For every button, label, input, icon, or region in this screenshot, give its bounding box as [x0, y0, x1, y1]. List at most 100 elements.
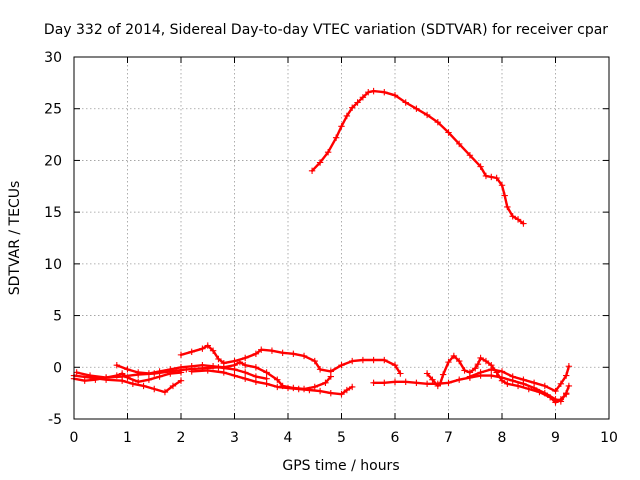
data-point — [466, 152, 474, 159]
data-point — [354, 99, 361, 106]
y-tick-label: 25 — [44, 102, 62, 118]
data-point — [493, 174, 500, 182]
data-point — [316, 366, 324, 373]
data-point — [413, 379, 420, 386]
data-point — [402, 99, 409, 106]
data-point — [514, 216, 522, 223]
data-point — [327, 368, 334, 375]
data-point — [215, 355, 222, 363]
data-point — [381, 356, 388, 364]
data-point — [445, 379, 452, 386]
data-point — [242, 369, 249, 376]
data-point — [316, 387, 324, 395]
data-point — [252, 364, 260, 371]
data-point — [450, 352, 458, 360]
data-point — [322, 379, 329, 386]
data-point — [220, 369, 227, 376]
data-point — [370, 87, 377, 95]
y-tick-label: 15 — [44, 205, 62, 221]
data-point — [124, 374, 131, 381]
data-point — [552, 399, 559, 406]
data-point — [498, 368, 506, 375]
data-point — [546, 394, 554, 401]
data-point — [370, 379, 377, 386]
data-point — [349, 104, 356, 111]
data-point — [204, 367, 211, 374]
tick-labels: 0 1 2 3 4 5 6 7 8 9 10 -5 0 5 10 15 20 25 30 — [44, 50, 618, 446]
data-point — [290, 350, 297, 358]
data-point — [231, 372, 238, 379]
data-point — [263, 380, 270, 388]
series-line — [190, 369, 354, 396]
data-point — [188, 368, 195, 375]
data-point — [456, 357, 463, 365]
data-point — [209, 363, 217, 370]
series-satellite-arc-i — [466, 363, 573, 395]
data-point — [456, 376, 463, 383]
data-point — [220, 359, 227, 367]
data-point — [520, 220, 527, 227]
data-point — [514, 382, 522, 390]
data-point — [365, 88, 372, 96]
data-point — [498, 377, 506, 384]
data-point — [437, 379, 444, 386]
series-line — [372, 374, 571, 403]
series-satellite-arc-e — [177, 342, 404, 377]
data-point — [284, 384, 292, 392]
data-point — [252, 378, 260, 385]
data-point — [199, 345, 206, 352]
data-point — [135, 378, 142, 385]
data-point — [327, 389, 334, 397]
data-point — [242, 362, 249, 369]
data-point — [402, 378, 409, 385]
data-point — [169, 382, 177, 390]
data-point — [167, 366, 174, 373]
data-point — [391, 362, 399, 369]
data-point — [482, 172, 490, 180]
x-tick-label: 6 — [391, 430, 400, 446]
x-tick-label: 1 — [123, 430, 132, 446]
data-point — [434, 118, 441, 126]
series-satellite-arc-h — [423, 352, 570, 406]
data-point — [397, 370, 404, 377]
data-point — [477, 163, 484, 170]
series-satellite-arc-f — [188, 367, 356, 398]
data-point — [188, 348, 195, 355]
data-point — [520, 376, 527, 383]
grid-lines — [74, 57, 609, 419]
data-point — [161, 388, 169, 396]
data-point — [509, 213, 516, 220]
data-point — [525, 385, 532, 393]
data-point — [231, 357, 238, 365]
data-point — [504, 380, 511, 388]
data-point — [557, 380, 565, 388]
data-point — [504, 203, 511, 211]
data-point — [258, 346, 265, 353]
y-axis-label: SDTVAR / TECUs — [7, 181, 23, 296]
data-point — [209, 347, 217, 354]
data-point — [456, 140, 463, 148]
x-tick-label: 4 — [284, 430, 293, 446]
y-tick-label: 30 — [44, 50, 62, 66]
data-point — [151, 385, 158, 393]
data-point — [86, 372, 94, 379]
data-point — [177, 364, 185, 371]
data-point — [177, 377, 185, 384]
y-tick-label: 20 — [44, 153, 62, 169]
data-point — [135, 369, 142, 376]
data-point — [242, 354, 249, 362]
data-point — [145, 370, 153, 377]
data-point — [118, 370, 126, 377]
data-point — [563, 390, 570, 398]
x-tick-label: 0 — [70, 430, 79, 446]
data-point — [324, 148, 332, 156]
data-series — [70, 87, 573, 406]
data-point — [466, 373, 474, 380]
data-point — [252, 350, 260, 358]
data-point — [557, 396, 565, 403]
data-point — [113, 372, 120, 379]
x-axis-label: GPS time / hours — [282, 458, 399, 474]
data-point — [81, 377, 88, 384]
data-point — [343, 386, 351, 394]
